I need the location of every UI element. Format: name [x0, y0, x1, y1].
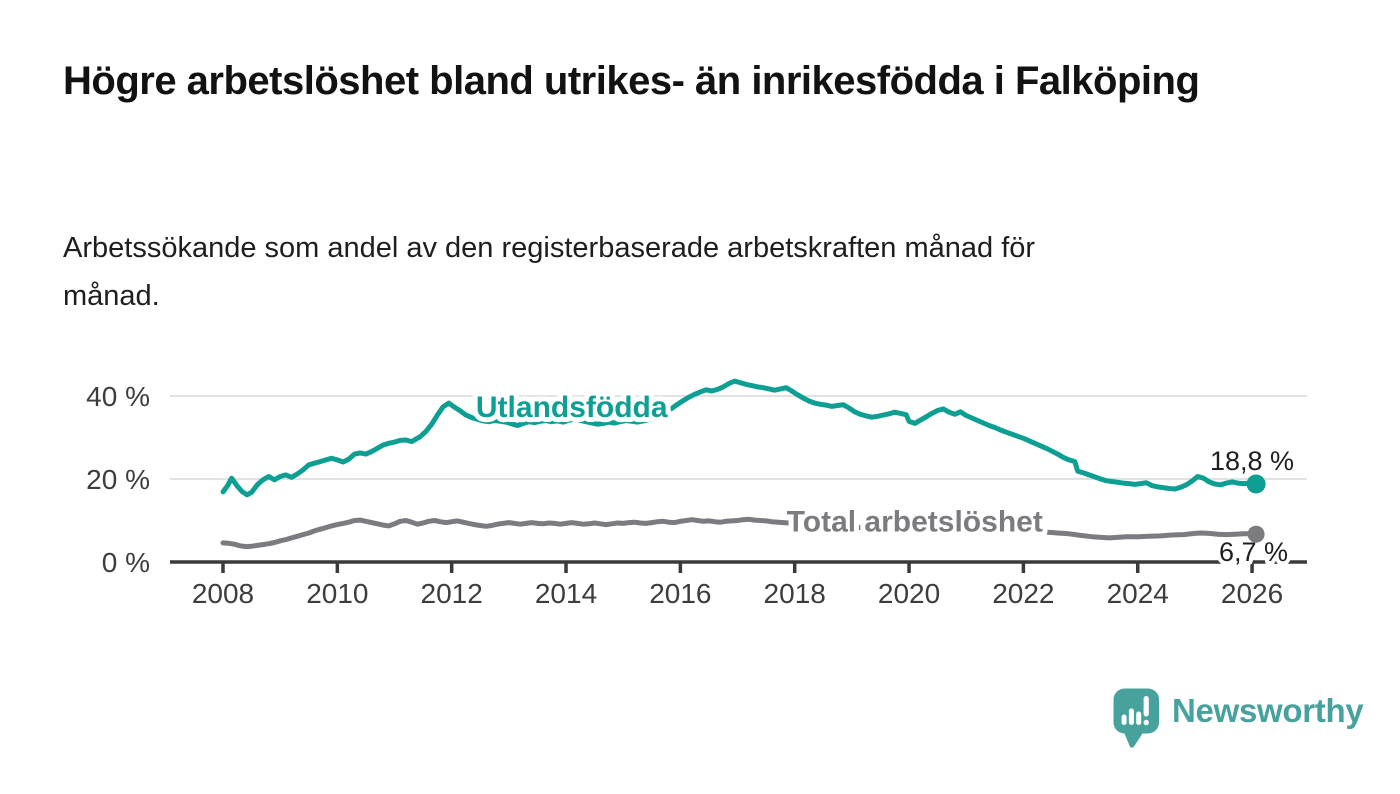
newsworthy-logo-text: Newsworthy — [1172, 692, 1364, 729]
x-axis-tick-label: 2016 — [649, 578, 711, 609]
page-title: Högre arbetslöshet bland utrikes- än inr… — [63, 59, 1200, 103]
end-dot-total — [1247, 525, 1265, 543]
x-axis-tick-label: 2018 — [764, 578, 826, 609]
newsworthy-logo-icon — [1113, 688, 1159, 748]
series-label-total: Total arbetslöshet — [787, 506, 1043, 539]
x-axis-tick-label: 2026 — [1221, 578, 1283, 609]
y-axis-tick-label: 40 % — [86, 381, 150, 412]
x-axis-tick-label: 2014 — [535, 578, 597, 609]
bar-3 — [1136, 711, 1142, 725]
end-dot-utlandsfodda — [1246, 474, 1266, 494]
exclamation-dot — [1143, 719, 1149, 726]
x-axis-tick-label: 2008 — [192, 578, 254, 609]
x-axis-tick-label: 2010 — [306, 578, 368, 609]
series-line-total — [220, 516, 1259, 550]
newsworthy-logo: Newsworthy — [1113, 688, 1364, 750]
y-axis-tick-label: 0 % — [102, 547, 150, 578]
y-axis-tick-label: 20 % — [86, 464, 150, 495]
end-value-label-utlandsfodda: 18,8 % — [1210, 446, 1294, 476]
bar-2 — [1128, 708, 1134, 725]
series-label-utlandsfodda: Utlandsfödda — [476, 391, 668, 424]
page-subtitle: Arbetssökande som andel av den registerb… — [63, 232, 1036, 312]
x-axis-tick-label: 2024 — [1107, 578, 1169, 609]
x-axis-tick-label: 2020 — [878, 578, 940, 609]
bar-1 — [1121, 714, 1127, 725]
exclamation-stem — [1143, 696, 1149, 717]
series-line-utlandsfodda — [220, 378, 1259, 498]
x-axis-tick-label: 2022 — [992, 578, 1054, 609]
x-axis-tick-label: 2012 — [421, 578, 483, 609]
